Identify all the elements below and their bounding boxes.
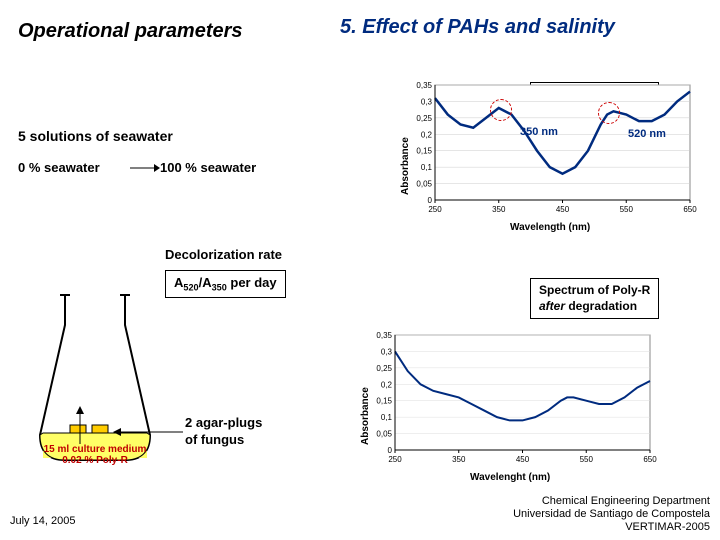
formula-box: A520/A350 per day [165, 270, 286, 298]
svg-text:0,3: 0,3 [421, 97, 433, 106]
agar-arrow [113, 427, 183, 437]
culture-label: 15 ml culture medium 0.02 % Poly-R [35, 444, 155, 466]
svg-text:0: 0 [388, 446, 393, 455]
seawater-right: 100 % seawater [160, 160, 256, 175]
decol-label: Decolorization rate [165, 247, 282, 262]
svg-text:0,15: 0,15 [416, 147, 432, 156]
svg-text:550: 550 [620, 205, 634, 214]
svg-text:250: 250 [388, 455, 402, 464]
svg-text:0,05: 0,05 [376, 430, 392, 439]
footer-org: Chemical Engineering Department Universi… [513, 495, 710, 535]
svg-text:650: 650 [643, 455, 657, 464]
peak2-circle [598, 102, 620, 124]
chart1-ylabel: Absorbance [400, 137, 411, 195]
spectrum-before-chart: 0 0,05 0,1 0,15 0,2 0,25 0,3 0,35 250 350 450 550 65… [400, 80, 700, 235]
agar-label: 2 agar-plugs of fungus [185, 415, 262, 449]
title-operational: Operational parameters [18, 20, 243, 43]
chart2-xlabel: Wavelenght (nm) [470, 472, 550, 483]
svg-text:0,15: 0,15 [376, 397, 392, 406]
svg-text:450: 450 [556, 205, 570, 214]
flask-diagram [30, 290, 160, 470]
chart1-svg: 0 0,05 0,1 0,15 0,2 0,25 0,3 0,35 250 350 450 550 65… [400, 80, 700, 235]
peak1-label: 350 nm [520, 126, 558, 138]
seawater-left: 0 % seawater [18, 160, 100, 175]
svg-text:0,2: 0,2 [421, 130, 433, 139]
spectrum-after-chart: 0 0,05 0,1 0,15 0,2 0,25 0,3 0,35 250 350 450 550 65… [360, 330, 660, 485]
svg-text:450: 450 [516, 455, 530, 464]
svg-text:650: 650 [683, 205, 697, 214]
spectrum-after-line1: Spectrum of Poly-R [539, 283, 650, 299]
peak2-label: 520 nm [628, 128, 666, 140]
chart2-ylabel: Absorbance [360, 387, 371, 445]
svg-text:0,1: 0,1 [421, 163, 433, 172]
svg-text:350: 350 [492, 205, 506, 214]
svg-text:0,25: 0,25 [376, 364, 392, 373]
culture-arrow [75, 406, 85, 444]
spectrum-after-label: Spectrum of Poly-R after degradation [530, 278, 659, 319]
spectrum-after-line2: after degradation [539, 299, 650, 315]
svg-text:0,1: 0,1 [381, 413, 393, 422]
seawater-heading: 5 solutions of seawater [18, 128, 173, 144]
svg-text:350: 350 [452, 455, 466, 464]
svg-text:0,25: 0,25 [416, 114, 432, 123]
svg-text:0: 0 [428, 196, 433, 205]
title-section: 5. Effect of PAHs and salinity [340, 16, 615, 39]
chart2-svg: 0 0,05 0,1 0,15 0,2 0,25 0,3 0,35 250 350 450 550 65… [360, 330, 660, 485]
footer-date: July 14, 2005 [10, 515, 75, 527]
peak1-circle [490, 99, 512, 121]
chart1-xlabel: Wavelength (nm) [510, 222, 590, 233]
svg-text:0,2: 0,2 [381, 380, 393, 389]
svg-text:550: 550 [580, 455, 594, 464]
seawater-arrow [130, 158, 160, 178]
svg-text:0,35: 0,35 [376, 331, 392, 340]
svg-text:0,05: 0,05 [416, 180, 432, 189]
svg-text:250: 250 [428, 205, 442, 214]
svg-text:0,3: 0,3 [381, 347, 393, 356]
svg-text:0,35: 0,35 [416, 81, 432, 90]
